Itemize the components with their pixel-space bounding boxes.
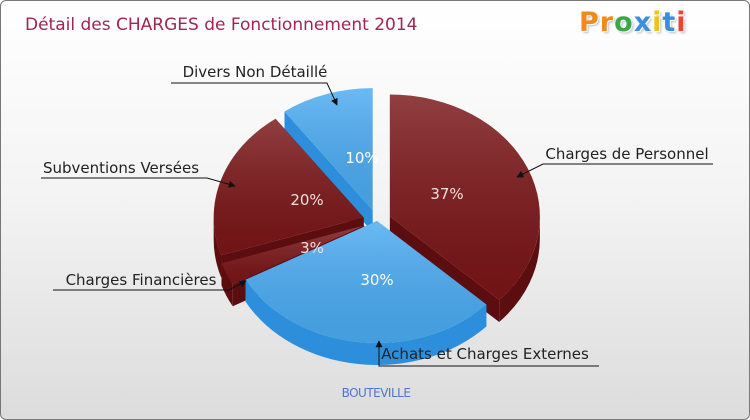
leader-line-charges-financieres bbox=[53, 280, 247, 291]
chart-subtitle: BOUTEVILLE bbox=[341, 386, 411, 400]
value-label-achats-et-charges-externes: 30% bbox=[360, 271, 393, 289]
chart-title: Détail des CHARGES de Fonctionnement 201… bbox=[25, 15, 418, 35]
slice-side-achats-et-charges-externes bbox=[245, 279, 487, 365]
slice-side-charges-de-personnel bbox=[499, 216, 540, 322]
slice-shine-divers-non-detaille bbox=[284, 88, 373, 211]
slice-subventions-versees bbox=[213, 118, 364, 278]
proxiti-logo: Proxiti bbox=[579, 7, 687, 38]
value-label-charges-de-personnel: 37% bbox=[430, 185, 463, 203]
value-label-charges-financieres: 3% bbox=[300, 239, 324, 257]
slice-wall-divers-non-detaille-0 bbox=[284, 111, 373, 233]
slice-side-subventions-versees bbox=[213, 217, 222, 278]
logo-letter: P bbox=[579, 7, 600, 38]
value-label-subventions-versees: 20% bbox=[290, 191, 323, 209]
slice-shine-charges-de-personnel bbox=[389, 94, 540, 300]
logo-letter: i bbox=[676, 7, 687, 38]
logo-letter: o bbox=[614, 7, 634, 38]
category-label-charges-de-personnel: Charges de Personnel bbox=[545, 145, 708, 163]
logo-letter: r bbox=[599, 7, 615, 38]
category-label-subventions-versees: Subventions Versées bbox=[43, 159, 199, 177]
slice-shine-achats-et-charges-externes bbox=[245, 221, 487, 343]
leader-line-charges-de-personnel bbox=[516, 163, 713, 178]
category-label-charges-financieres: Charges Financières bbox=[66, 271, 217, 289]
leader-line-achats-et-charges-externes bbox=[375, 340, 599, 367]
slice-achats-et-charges-externes bbox=[245, 221, 487, 365]
logo-letter: x bbox=[633, 7, 653, 38]
logo-letter: i bbox=[652, 7, 663, 38]
category-label-achats-et-charges-externes: Achats et Charges Externes bbox=[381, 345, 589, 363]
value-label-divers-non-detaille: 10% bbox=[345, 149, 378, 167]
slice-shine-subventions-versees bbox=[213, 118, 364, 256]
leader-line-subventions-versees bbox=[41, 177, 236, 188]
logo-letter: t bbox=[662, 7, 677, 38]
slice-divers-non-detaille bbox=[284, 88, 373, 233]
slice-shine-charges-financieres bbox=[221, 225, 365, 285]
category-label-divers-non-detaille: Divers Non Détaillé bbox=[183, 63, 328, 81]
leader-line-divers-non-detaille bbox=[171, 82, 338, 106]
